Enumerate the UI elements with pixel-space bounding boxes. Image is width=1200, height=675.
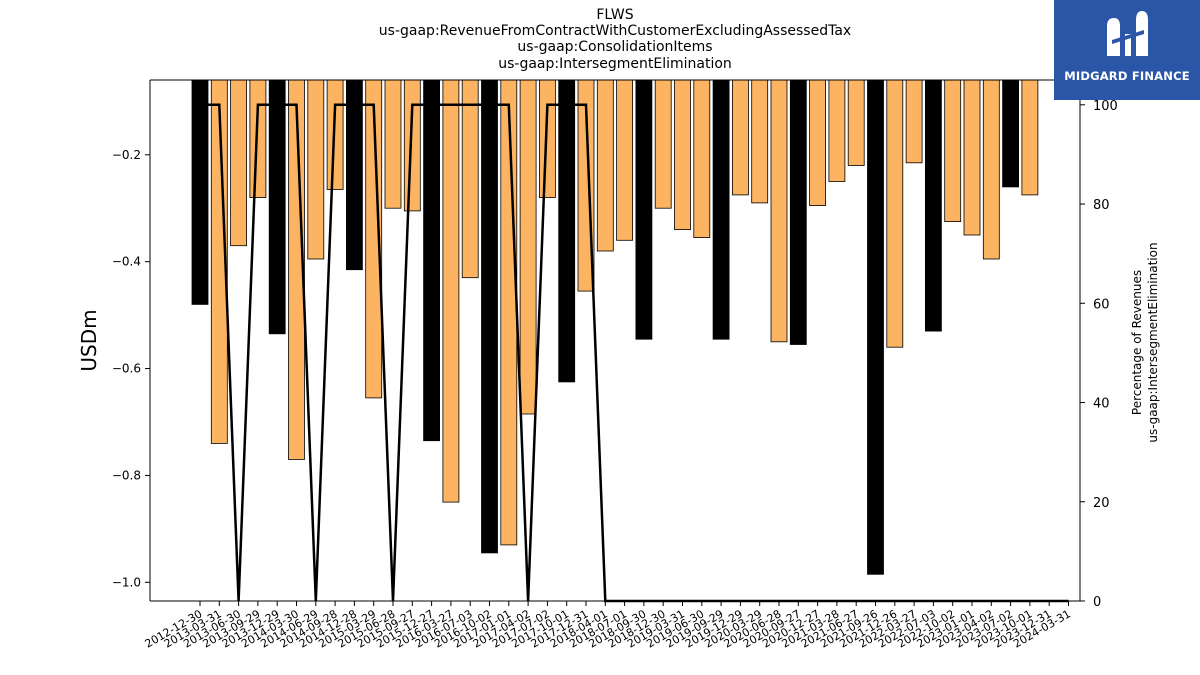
midgard-finance-logo: MIDGARD FINANCE [1054, 0, 1200, 100]
bar [519, 79, 537, 415]
bar [539, 79, 556, 198]
bar [481, 79, 498, 554]
chart-title-axis: us-gaap:ConsolidationItems [517, 39, 713, 55]
y-axis-label: USDm [77, 309, 101, 371]
y-tick-label: −0.2 [112, 148, 141, 162]
bar [982, 79, 1000, 260]
y-right-tick-label: 40 [1093, 397, 1110, 412]
bar [712, 79, 730, 340]
bar [442, 79, 460, 503]
bar [751, 79, 769, 204]
bar [693, 79, 711, 239]
bar [828, 79, 846, 182]
y-right-axis-label-line1: Percentage of Revenues [1130, 270, 1144, 415]
bar [307, 79, 325, 260]
bar-series [191, 79, 1039, 575]
bar [654, 79, 672, 209]
chart-title-member: us-gaap:IntersegmentElimination [498, 56, 732, 72]
bar [230, 79, 248, 247]
bar [905, 79, 923, 164]
bar [461, 79, 479, 279]
logo-text: MIDGARD FINANCE [1064, 69, 1190, 83]
bar [770, 79, 788, 343]
chart-axes: −0.2−0.4−0.6−0.8−1.00204060801002012-12-… [77, 79, 1160, 651]
bar [963, 79, 981, 236]
bar [616, 79, 633, 241]
y-tick-label: −0.4 [112, 255, 141, 269]
bar [596, 79, 614, 252]
bar [847, 79, 865, 166]
bar [732, 79, 749, 196]
bar [789, 79, 807, 345]
y-right-axis-label-line2: us-gaap:IntersegmentElimination [1146, 242, 1160, 442]
bar [809, 79, 826, 206]
bar [423, 79, 441, 442]
y-right-tick-label: 20 [1093, 496, 1110, 511]
bar [674, 79, 691, 231]
bar [1021, 79, 1039, 196]
logo-mark-icon [1107, 11, 1148, 56]
bar [403, 79, 421, 212]
bar [635, 79, 653, 340]
bar [191, 79, 209, 305]
bar [249, 79, 267, 198]
bar [558, 79, 576, 383]
bar [384, 79, 402, 209]
y-tick-label: −0.6 [112, 362, 141, 376]
bar [886, 79, 904, 348]
bar [867, 79, 884, 575]
bar [1002, 79, 1019, 188]
y-right-tick-label: 60 [1093, 297, 1110, 312]
chart-title-concept: us-gaap:RevenueFromContractWithCustomerE… [378, 23, 852, 39]
bar [925, 79, 942, 332]
y-right-tick-label: 80 [1093, 198, 1110, 213]
bar [268, 79, 286, 335]
y-tick-label: −0.8 [112, 468, 141, 482]
bar [944, 79, 962, 223]
chart-title-ticker: FLWS [596, 7, 634, 23]
y-right-tick-label: 0 [1093, 595, 1101, 610]
y-right-tick-label: 100 [1093, 99, 1118, 114]
bar [345, 79, 363, 271]
y-tick-label: −1.0 [112, 575, 141, 589]
bar [500, 79, 518, 546]
